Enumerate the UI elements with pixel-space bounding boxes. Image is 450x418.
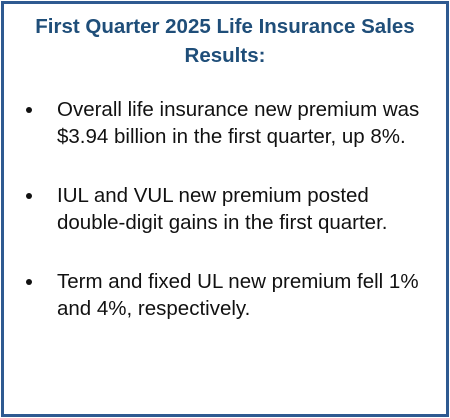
bullet-item: Term and fixed UL new premium fell 1% an… (4, 268, 442, 322)
title: First Quarter 2025 Life Insurance Sales … (35, 15, 415, 67)
bullet-text: Overall life insurance new premium was $… (57, 98, 420, 148)
bullet-text: Term and fixed UL new premium fell 1% an… (57, 270, 419, 320)
bullet-item: IUL and VUL new premium posted double-di… (4, 182, 442, 236)
bullet-item: Overall life insurance new premium was $… (4, 96, 442, 150)
bullet-dot (26, 107, 32, 113)
bullet-dot (26, 279, 32, 285)
bullet-list: Overall life insurance new premium was $… (4, 96, 446, 322)
bullet-text: IUL and VUL new premium posted double-di… (57, 184, 388, 234)
bullet-dot (26, 193, 32, 199)
